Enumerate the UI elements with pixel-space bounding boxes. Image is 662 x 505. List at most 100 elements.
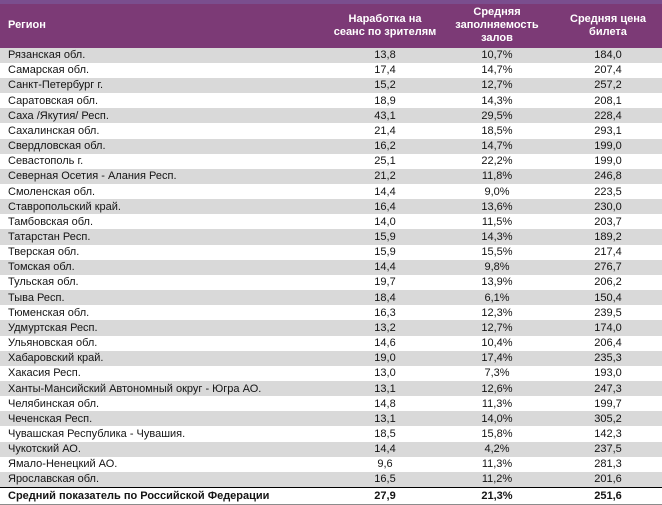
- table-row: Рязанская обл. 13,8 10,7% 184,0: [0, 47, 662, 63]
- table-top-accent-strip: [0, 0, 662, 4]
- occupancy-cell: 12,3%: [481, 306, 513, 319]
- occupancy-cell: 4,2%: [484, 443, 510, 456]
- occupancy-cell: 6,1%: [484, 291, 510, 304]
- attendance-cell: 21,4: [374, 124, 396, 137]
- ticket-price-cell: 206,4: [594, 337, 622, 350]
- table-row: Ставропольский край. 16,4 13,6% 230,0: [0, 199, 662, 215]
- occupancy-cell: 12,7%: [481, 321, 513, 334]
- occupancy-cell: 14,7%: [481, 140, 513, 153]
- ticket-price-cell: 174,0: [594, 321, 622, 334]
- table-row: Смоленская обл. 14,4 9,0% 223,5: [0, 183, 662, 200]
- occupancy-cell: 11,3%: [481, 458, 513, 471]
- ticket-price-cell: 208,1: [594, 94, 622, 107]
- table-row: Тульская обл. 19,7 13,9% 206,2: [0, 274, 662, 291]
- ticket-price-cell: 193,0: [594, 367, 622, 380]
- attendance-cell: 14,8: [374, 397, 396, 410]
- ticket-price-cell: 150,4: [594, 291, 622, 304]
- ticket-price-cell: 246,8: [594, 170, 622, 183]
- table-row: Сахалинская обл. 21,4 18,5% 293,1: [0, 123, 662, 139]
- table-row: Саратовская обл. 18,9 14,3% 208,1: [0, 93, 662, 109]
- ticket-price-cell: 199,7: [594, 397, 622, 410]
- attendance-cell: 14,4: [374, 261, 396, 274]
- ticket-price-cell: 293,1: [594, 124, 622, 137]
- ticket-price-cell: 237,5: [594, 443, 622, 456]
- table-row: Тюменская обл. 16,3 12,3% 239,5: [0, 305, 662, 321]
- region-cell: Ярославская обл.: [8, 473, 100, 486]
- occupancy-cell: 15,8%: [481, 428, 513, 441]
- ticket-price-cell: 199,0: [594, 140, 622, 153]
- ticket-price-cell: 276,7: [594, 261, 622, 274]
- attendance-cell: 18,4: [374, 291, 396, 304]
- occupancy-cell: 13,9%: [481, 276, 513, 289]
- attendance-cell: 19,7: [374, 276, 396, 289]
- table-row: Ханты-Мансийский Автономный округ - Югра…: [0, 381, 662, 397]
- region-cell: Тверская обл.: [8, 246, 80, 259]
- table-row: Томская обл. 14,4 9,8% 276,7: [0, 259, 662, 275]
- attendance-cell: 14,0: [374, 215, 396, 228]
- ticket-price-cell: 239,5: [594, 306, 622, 319]
- region-cell: Татарстан Респ.: [8, 231, 91, 244]
- region-cell: Свердловская обл.: [8, 140, 106, 153]
- region-cell: Севастополь г.: [8, 155, 84, 168]
- ticket-price-cell: 203,7: [594, 215, 622, 228]
- attendance-cell: 14,4: [374, 185, 396, 198]
- attendance-cell: 17,4: [374, 64, 396, 77]
- attendance-cell: 15,9: [374, 231, 396, 244]
- occupancy-cell: 9,0%: [484, 185, 510, 198]
- ticket-price-cell: 184,0: [594, 49, 622, 62]
- ticket-price-cell: 257,2: [594, 79, 622, 92]
- summary-ticket-price-value: 251,6: [554, 486, 662, 505]
- region-cell: Ямало-Ненецкий АО.: [8, 458, 118, 471]
- region-cell: Томская обл.: [8, 261, 75, 274]
- header-row: Регион Наработка на сеанс по зрителям Ср…: [0, 4, 662, 48]
- region-cell: Ульяновская обл.: [8, 337, 98, 350]
- regions-statistics-table: Регион Наработка на сеанс по зрителям Ср…: [0, 4, 662, 505]
- table-row: Саха /Якутия/ Респ. 43,1 29,5% 228,4: [0, 108, 662, 124]
- region-cell: Самарская обл.: [8, 64, 90, 77]
- attendance-cell: 9,6: [377, 458, 393, 471]
- attendance-cell: 16,3: [374, 306, 396, 319]
- attendance-cell: 21,2: [374, 170, 396, 183]
- occupancy-cell: 11,2%: [481, 473, 513, 486]
- occupancy-cell: 14,3%: [481, 231, 513, 244]
- table-row: Ульяновская обл. 14,6 10,4% 206,4: [0, 335, 662, 351]
- occupancy-cell: 10,7%: [481, 49, 513, 62]
- table-row: Чеченская Респ. 13,1 14,0% 305,2: [0, 411, 662, 427]
- ticket-price-cell: 247,3: [594, 382, 622, 395]
- region-cell: Ставропольский край.: [8, 200, 121, 213]
- table-row: Тамбовская обл. 14,0 11,5% 203,7: [0, 214, 662, 230]
- attendance-cell: 13,8: [374, 49, 396, 62]
- region-cell: Чувашская Республика - Чувашия.: [8, 428, 186, 441]
- region-cell: Хабаровский край.: [8, 352, 104, 365]
- ticket-price-cell: 142,3: [594, 428, 622, 441]
- attendance-cell: 18,9: [374, 94, 396, 107]
- occupancy-cell: 22,2%: [481, 155, 513, 168]
- table-row: Хакасия Респ. 13,0 7,3% 193,0: [0, 365, 662, 381]
- attendance-cell: 25,1: [374, 155, 396, 168]
- attendance-cell: 19,0: [374, 352, 396, 365]
- occupancy-cell: 15,5%: [481, 246, 513, 259]
- column-header-average-ticket-price: Средняя цена билета: [554, 4, 662, 48]
- table-row: Тыва Респ. 18,4 6,1% 150,4: [0, 290, 662, 306]
- region-cell: Рязанская обл.: [8, 49, 86, 62]
- occupancy-cell: 17,4%: [481, 352, 513, 365]
- ticket-price-cell: 235,3: [594, 352, 622, 365]
- region-cell: Тыва Респ.: [8, 291, 65, 304]
- occupancy-cell: 13,6%: [481, 200, 513, 213]
- occupancy-cell: 11,5%: [481, 215, 513, 228]
- summary-row: Средний показатель по Российской Федерац…: [0, 486, 662, 505]
- occupancy-cell: 11,8%: [481, 170, 513, 183]
- table-row: Тверская обл. 15,9 15,5% 217,4: [0, 244, 662, 260]
- attendance-cell: 16,5: [374, 473, 396, 486]
- ticket-price-cell: 207,4: [594, 64, 622, 77]
- table-row: Санкт-Петербург г. 15,2 12,7% 257,2: [0, 77, 662, 94]
- table-row: Чувашская Республика - Чувашия. 18,5 15,8%…: [0, 426, 662, 442]
- ticket-price-cell: 223,5: [594, 185, 622, 198]
- attendance-cell: 13,0: [374, 367, 396, 380]
- attendance-cell: 14,4: [374, 443, 396, 456]
- table-row: Свердловская обл. 16,2 14,7% 199,0: [0, 138, 662, 154]
- attendance-cell: 43,1: [374, 109, 396, 122]
- ticket-price-cell: 199,0: [594, 155, 622, 168]
- attendance-cell: 15,2: [374, 79, 396, 92]
- table-header: Регион Наработка на сеанс по зрителям Ср…: [0, 4, 662, 48]
